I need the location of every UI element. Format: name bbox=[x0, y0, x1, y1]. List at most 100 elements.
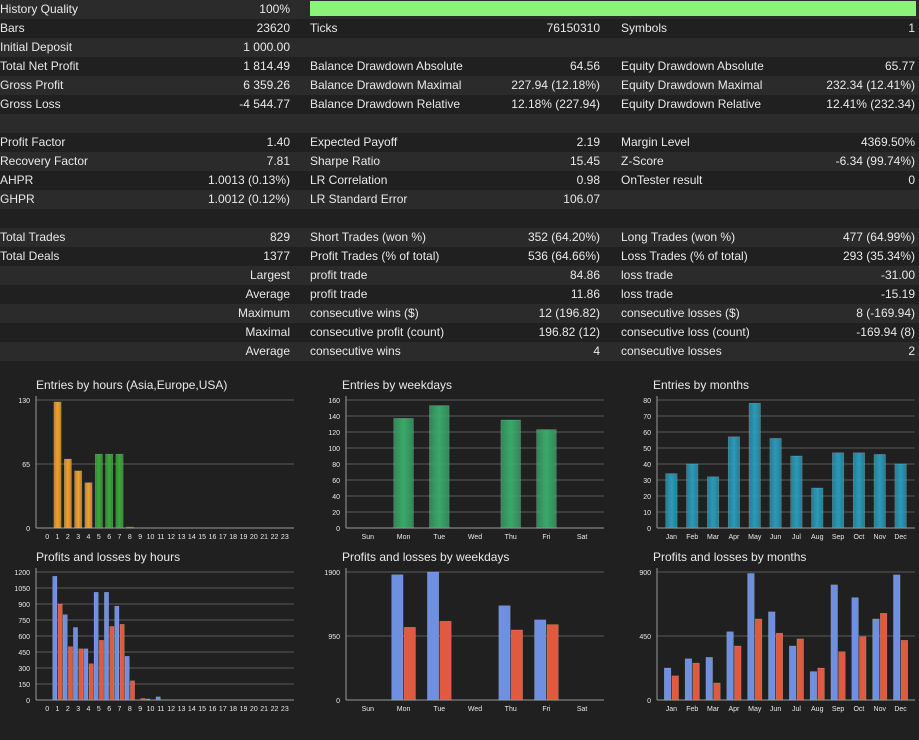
x-tick-label: Tue bbox=[433, 534, 445, 541]
x-tick-label: Feb bbox=[686, 706, 698, 713]
x-tick-label: 11 bbox=[157, 706, 164, 713]
stat-r18-c1r: Average bbox=[245, 344, 290, 358]
profit-bar bbox=[93, 592, 99, 701]
y-tick-label: 70 bbox=[643, 414, 651, 421]
y-tick-label: 900 bbox=[639, 570, 651, 577]
stat-r8-c3v: -6.34 (99.74%) bbox=[835, 154, 915, 168]
y-tick-label: 150 bbox=[18, 682, 30, 689]
x-tick-label: 21 bbox=[260, 706, 268, 713]
history-quality-value: 100% bbox=[259, 2, 290, 16]
y-tick-label: 65 bbox=[22, 462, 30, 469]
x-tick-label: Aug bbox=[811, 706, 824, 713]
chart-pl-hours: Profits and losses by hours 0 150 300 450 600… bbox=[6, 550, 296, 720]
stat-r18-c3v: 2 bbox=[908, 344, 915, 358]
stat-r2-c1v: 1 000.00 bbox=[243, 40, 290, 54]
bar bbox=[94, 453, 103, 529]
x-tick-label: 12 bbox=[167, 706, 175, 713]
bar bbox=[873, 454, 886, 529]
x-tick-label: 4 bbox=[87, 534, 91, 541]
stat-r1-c1l: Bars bbox=[0, 21, 25, 35]
x-tick-label: Feb bbox=[686, 534, 698, 541]
bar bbox=[105, 453, 114, 529]
stat-r15-c1r: Average bbox=[245, 287, 290, 301]
chart-title: Profits and losses by hours bbox=[36, 550, 181, 564]
y-tick-label: 950 bbox=[328, 634, 340, 641]
x-tick-label: 23 bbox=[281, 534, 289, 541]
profit-bar bbox=[851, 597, 859, 701]
stat-r4-c2v: 227.94 (12.18%) bbox=[511, 78, 600, 92]
x-tick-label: Jul bbox=[792, 534, 801, 541]
profit-bar bbox=[62, 614, 68, 701]
stat-r1-c3l: Symbols bbox=[621, 21, 668, 35]
charts-area: Entries by hours (Asia,Europe,USA) 0 65 130… bbox=[0, 378, 919, 740]
stat-r8-c1l: Recovery Factor bbox=[0, 154, 89, 168]
y-tick-label: 0 bbox=[336, 698, 340, 705]
stat-r5-c1l: Gross Loss bbox=[0, 97, 61, 111]
chart-entries-weekdays: Entries by weekdays 0 20 40 60 80 100 120 140 160… bbox=[316, 378, 606, 548]
bar bbox=[832, 452, 845, 529]
stat-r13-c3l: Loss Trades (% of total) bbox=[621, 249, 748, 263]
stat-r12-c3v: 477 (64.99%) bbox=[842, 230, 915, 244]
loss-bar bbox=[671, 675, 679, 701]
bar bbox=[74, 470, 83, 529]
stat-row-r17: Maximal consecutive profit (count) 196.82 … bbox=[0, 323, 919, 342]
loss-bar bbox=[546, 624, 559, 701]
x-tick-label: Sat bbox=[577, 534, 588, 541]
x-tick-label: Wed bbox=[468, 706, 482, 713]
x-tick-label: Jun bbox=[770, 534, 781, 541]
chart-entries-hours: Entries by hours (Asia,Europe,USA) 0 65 130… bbox=[6, 378, 296, 548]
x-tick-label: 18 bbox=[229, 706, 237, 713]
y-tick-label: 10 bbox=[643, 510, 651, 517]
loss-bar bbox=[838, 651, 846, 701]
stat-r12-c2v: 352 (64.20%) bbox=[527, 230, 600, 244]
x-tick-label: Thu bbox=[505, 706, 517, 713]
x-tick-label: May bbox=[748, 706, 762, 713]
chart-pl-weekdays: Profits and losses by weekdays 0 950 1900 Su… bbox=[316, 550, 606, 720]
stat-r14-c1r: Largest bbox=[249, 268, 290, 282]
x-tick-label: 22 bbox=[271, 706, 279, 713]
profit-bar bbox=[768, 611, 776, 701]
bar bbox=[894, 463, 907, 529]
x-tick-label: 9 bbox=[138, 534, 142, 541]
x-tick-label: 12 bbox=[167, 534, 175, 541]
profit-bar bbox=[893, 574, 901, 701]
history-quality-bar bbox=[310, 1, 916, 16]
stat-r9-c2v: 0.98 bbox=[576, 173, 600, 187]
stat-row-r2: Initial Deposit 1 000.00 bbox=[0, 38, 919, 57]
x-tick-label: 23 bbox=[281, 706, 289, 713]
stat-row-r11 bbox=[0, 209, 919, 228]
stat-r7-c1l: Profit Factor bbox=[0, 135, 66, 149]
y-tick-label: 1050 bbox=[14, 586, 30, 593]
stat-r13-c2v: 536 (64.66%) bbox=[527, 249, 600, 263]
stat-r2-c1l: Initial Deposit bbox=[0, 40, 73, 54]
x-tick-label: Jan bbox=[666, 534, 677, 541]
stat-row-r13: Total Deals 1377 Profit Trades (% of total… bbox=[0, 247, 919, 266]
profit-bar bbox=[124, 656, 130, 701]
profit-bar bbox=[498, 605, 511, 701]
stat-row-r5: Gross Loss -4 544.77 Balance Drawdown Rela… bbox=[0, 95, 919, 114]
y-tick-label: 450 bbox=[18, 650, 30, 657]
stat-r9-c3l: OnTester result bbox=[621, 173, 703, 187]
x-tick-label: 1 bbox=[56, 706, 60, 713]
y-tick-label: 40 bbox=[643, 462, 651, 469]
x-tick-label: 15 bbox=[198, 706, 206, 713]
y-tick-label: 20 bbox=[643, 494, 651, 501]
stat-r5-c3l: Equity Drawdown Relative bbox=[621, 97, 762, 111]
x-tick-label: 11 bbox=[157, 534, 164, 541]
loss-bar bbox=[119, 624, 125, 701]
x-tick-label: 20 bbox=[250, 534, 258, 541]
x-tick-label: 0 bbox=[45, 534, 49, 541]
stat-r4-c3l: Equity Drawdown Maximal bbox=[621, 78, 763, 92]
chart-pl-months: Profits and losses by months 0 450 900 Jan Fe… bbox=[627, 550, 917, 720]
stat-r16-c2l: consecutive wins ($) bbox=[310, 306, 419, 320]
stat-row-r7: Profit Factor 1.40 Expected Payoff 2.19 Marg… bbox=[0, 133, 919, 152]
profit-bar bbox=[114, 605, 120, 701]
stat-r14-c2v: 84.86 bbox=[569, 268, 600, 282]
x-tick-label: Jul bbox=[792, 706, 801, 713]
chart-svg-pl-months: 0 450 900 Jan Feb Mar Apr May Jun Jul Aug Sep Oct Nov… bbox=[639, 568, 915, 713]
x-tick-label: Mar bbox=[707, 706, 720, 713]
loss-bar bbox=[775, 632, 783, 701]
stat-r17-c3v: -169.94 (8) bbox=[856, 325, 915, 339]
